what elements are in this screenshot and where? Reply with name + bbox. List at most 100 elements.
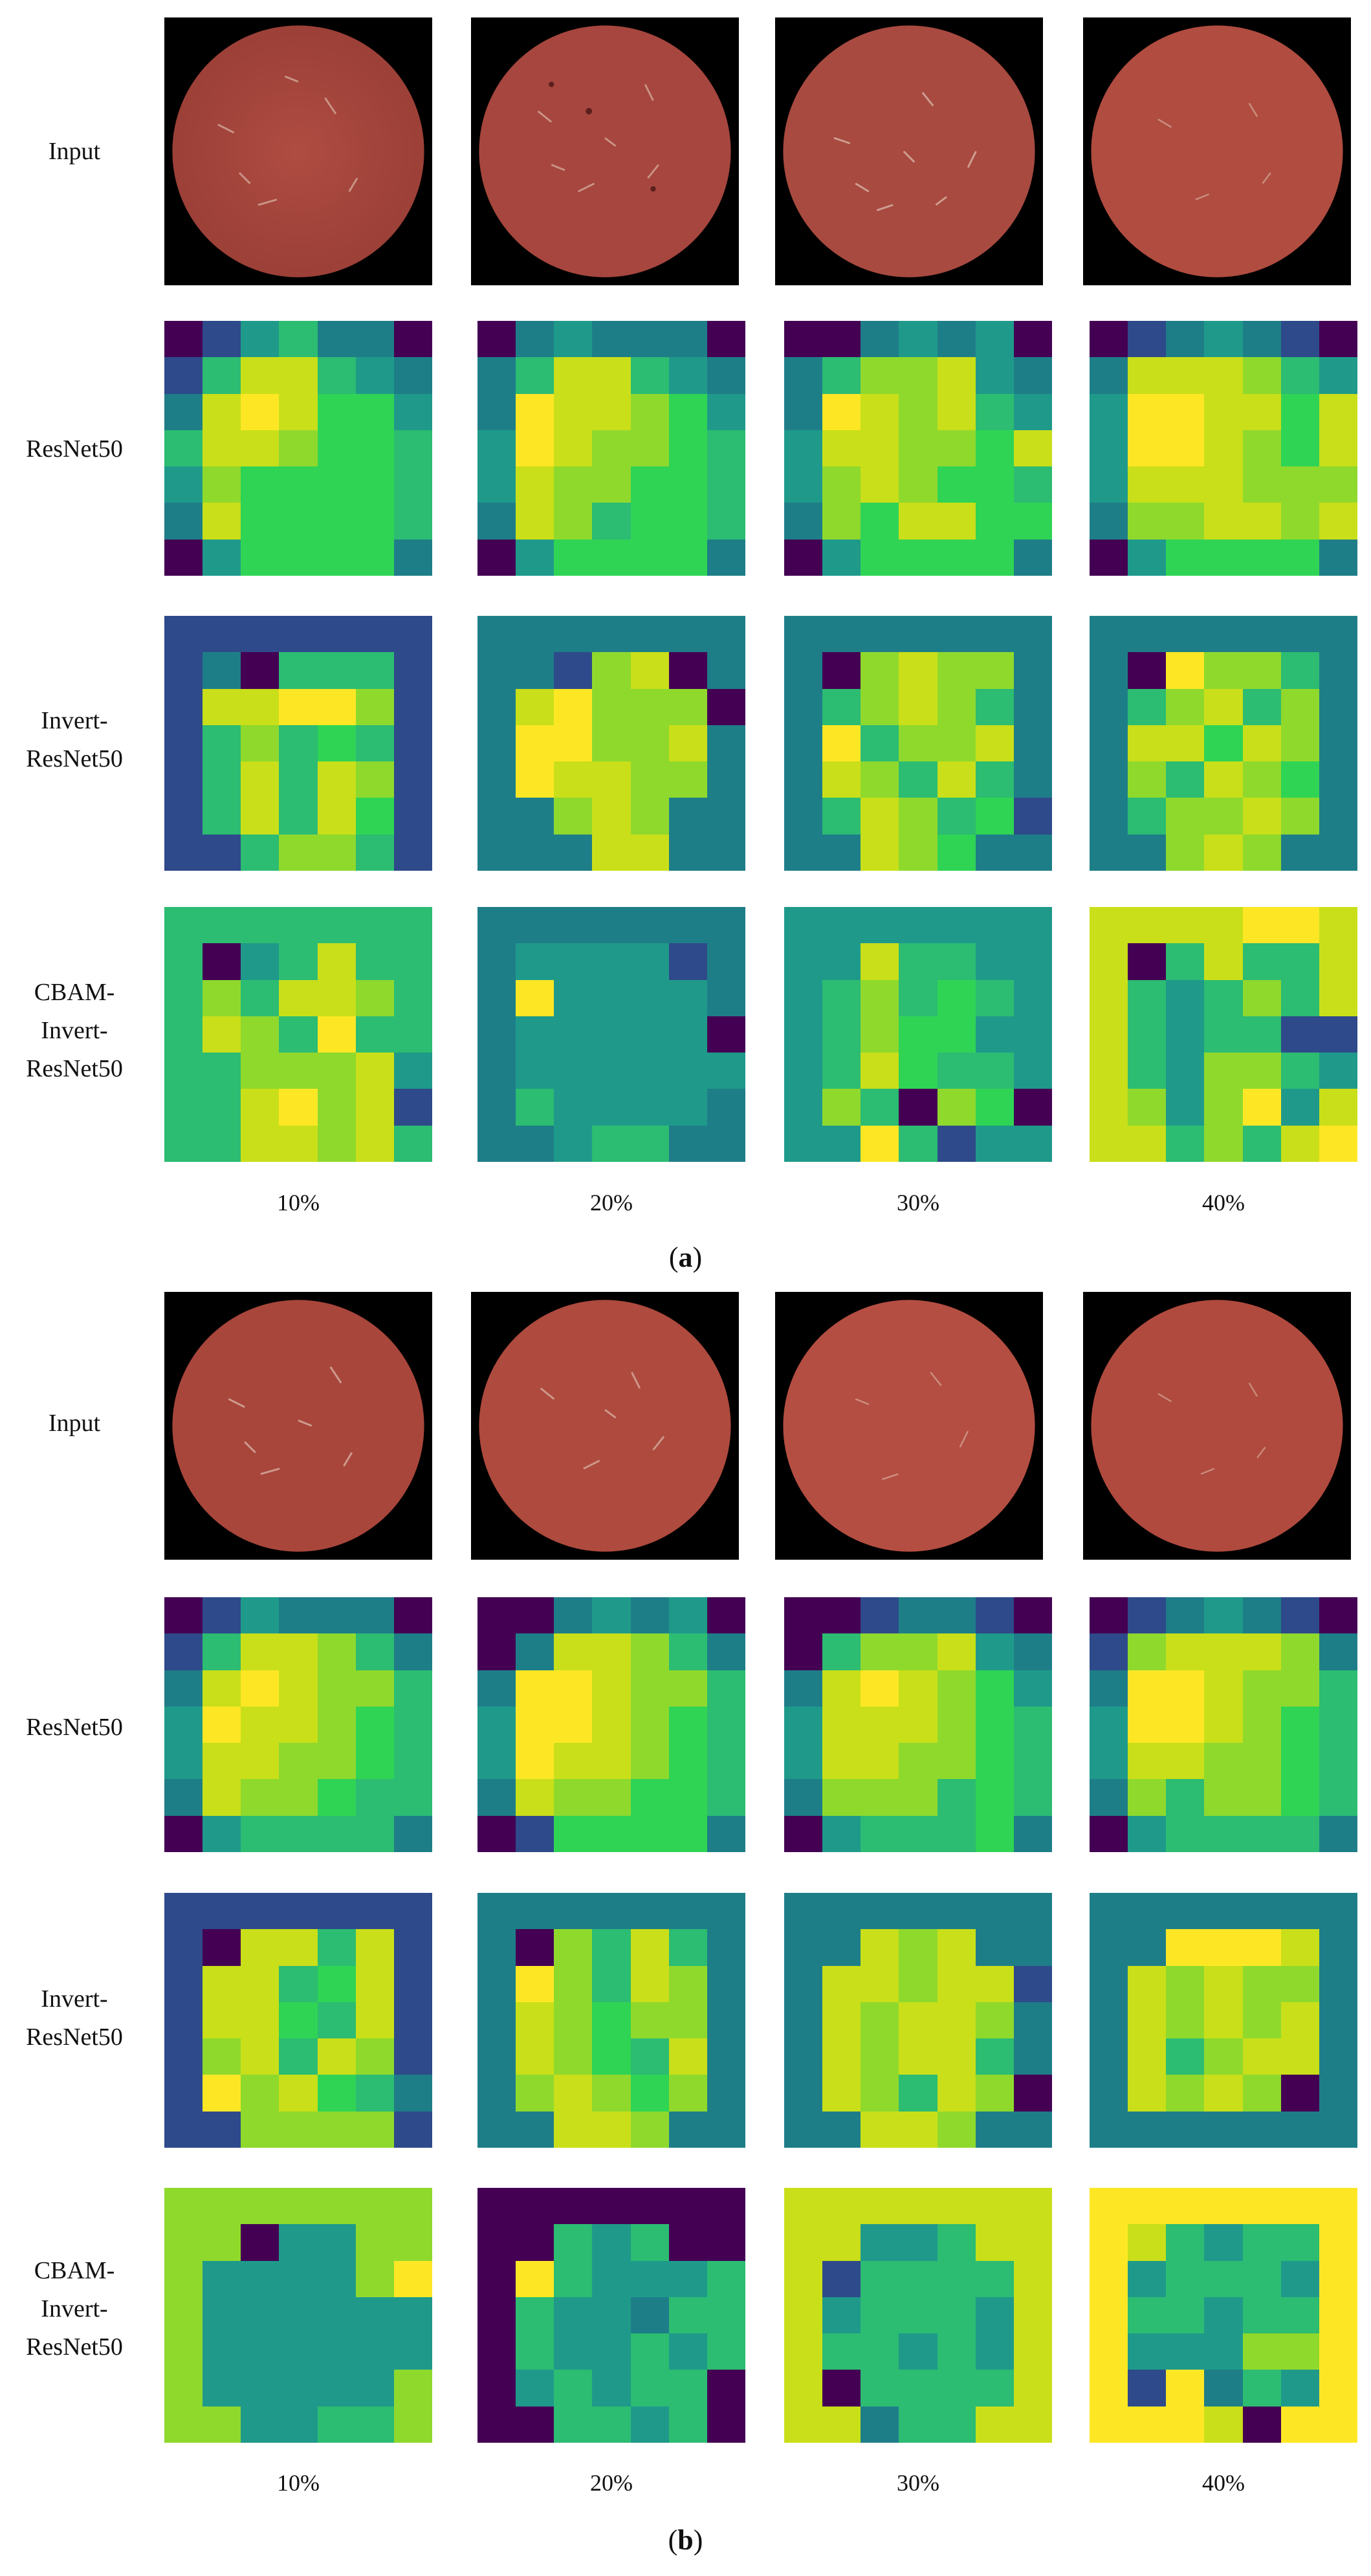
heatmap-cell: [164, 2075, 203, 2112]
heatmap-cell: [1319, 430, 1357, 467]
heatmap-cell: [899, 539, 938, 576]
heatmap-cell: [393, 357, 432, 394]
heatmap-cell: [899, 1815, 938, 1852]
heatmap-cell: [477, 2406, 516, 2443]
heatmap-cell: [554, 430, 593, 467]
heatmap-cell: [1090, 688, 1128, 725]
heatmap-cell: [668, 761, 707, 798]
heatmap-cell: [554, 798, 593, 835]
heatmap-cell: [393, 1929, 432, 1966]
heatmap-cell: [630, 1779, 669, 1816]
heatmap-cell: [822, 1670, 861, 1707]
heatmap-cell: [355, 2188, 394, 2225]
heatmap-cell: [937, 834, 976, 871]
heatmap-cell: [516, 430, 554, 467]
heatmap-cell: [899, 834, 938, 871]
heatmap-cell: [355, 2333, 394, 2370]
heatmap-cell: [899, 1633, 938, 1670]
heatmap-cell: [241, 725, 280, 762]
heatmap-cell: [317, 2370, 356, 2407]
heatmap-cell: [668, 907, 707, 944]
heatmap-cell: [1204, 321, 1243, 358]
heatmap-cell: [899, 2038, 938, 2075]
heatmap-cell: [861, 466, 899, 503]
heatmap-cell: [1128, 1089, 1167, 1126]
heatmap-cell: [668, 1633, 707, 1670]
heatmap-cell: [1280, 1893, 1319, 1930]
heatmap-cell: [1242, 798, 1281, 835]
heatmap-cell: [477, 2224, 516, 2261]
heatmap-cell: [592, 652, 631, 689]
heatmap-cell: [1128, 2188, 1167, 2225]
heatmap-cell: [899, 2406, 938, 2443]
heatmap-cell: [516, 943, 554, 980]
heatmap-cell: [355, 1929, 394, 1966]
heatmap-cell: [630, 1125, 669, 1162]
heatmap-cell: [937, 1125, 976, 1162]
heatmap-cell: [1242, 2260, 1281, 2297]
heatmap-cell: [975, 1743, 1014, 1780]
heatmap-cell: [1280, 725, 1319, 762]
heatmap-cell: [822, 357, 861, 394]
heatmap-cell: [937, 321, 976, 358]
heatmap-cell: [975, 1053, 1014, 1089]
heatmap-cell: [279, 430, 318, 467]
heatmap-cell: [592, 979, 631, 1016]
heatmap-cell: [1013, 761, 1052, 798]
heatmap-cell: [1128, 616, 1167, 653]
heatmap-cell: [975, 943, 1014, 980]
heatmap-cell: [1280, 1779, 1319, 1816]
heatmap-cell: [1013, 357, 1052, 394]
heatmap: [784, 321, 1052, 576]
heatmap-cell: [554, 2188, 593, 2225]
heatmap-cell: [355, 1779, 394, 1816]
heatmap-cell: [592, 688, 631, 725]
heatmap-cell: [1204, 1779, 1243, 1816]
heatmap-cell: [355, 834, 394, 871]
heatmap: [1090, 1893, 1357, 2148]
heatmap-cell: [899, 688, 938, 725]
heatmap-cell: [975, 2075, 1014, 2112]
heatmap-cell: [164, 503, 203, 540]
heatmap-cell: [554, 503, 593, 540]
heatmap-cell: [279, 1633, 318, 1670]
heatmap-cell: [554, 2406, 593, 2443]
heatmap-cell: [1204, 1706, 1243, 1743]
heatmap-cell: [784, 798, 823, 835]
heatmap-cell: [784, 430, 823, 467]
heatmap-cell: [1319, 2188, 1357, 2225]
heatmap-cell: [164, 688, 203, 725]
heatmap-cell: [203, 1597, 241, 1634]
heatmap-cell: [861, 1929, 899, 1966]
heatmap-cell: [707, 2111, 745, 2148]
heatmap: [164, 1893, 432, 2148]
heatmap-cell: [861, 2260, 899, 2297]
panel-a: Input ResNet50 Invert- ResNet50 CBAM- In…: [26, 17, 1357, 1273]
heatmap-cell: [393, 616, 432, 653]
heatmap-cell: [516, 725, 554, 762]
heatmap-cell: [630, 1965, 669, 2002]
heatmap-cell: [164, 1779, 203, 1816]
heatmap-cell: [899, 979, 938, 1016]
heatmap-cell: [164, 430, 203, 467]
heatmap-cell: [516, 2333, 554, 2370]
heatmap: [164, 321, 432, 576]
heatmap-cell: [861, 2370, 899, 2407]
heatmap-cell: [1128, 2333, 1167, 2370]
heatmap-cell: [822, 2075, 861, 2112]
heatmap-cell: [164, 1893, 203, 1930]
heatmap-cell: [1280, 798, 1319, 835]
heatmap-cell: [1166, 2370, 1205, 2407]
heatmap-cell: [707, 1743, 745, 1780]
heatmap-cell: [975, 1706, 1014, 1743]
input-image: [164, 1292, 432, 1560]
heatmap-cell: [784, 1706, 823, 1743]
heatmap: [784, 1597, 1052, 1852]
heatmap-cell: [861, 1053, 899, 1089]
heatmap-cell: [1166, 1016, 1205, 1053]
heatmap-cell: [516, 1893, 554, 1930]
heatmap-cell: [1319, 2075, 1357, 2112]
heatmap-cell: [1319, 539, 1357, 576]
heatmap-cell: [1242, 1125, 1281, 1162]
heatmap-cell: [1319, 979, 1357, 1016]
